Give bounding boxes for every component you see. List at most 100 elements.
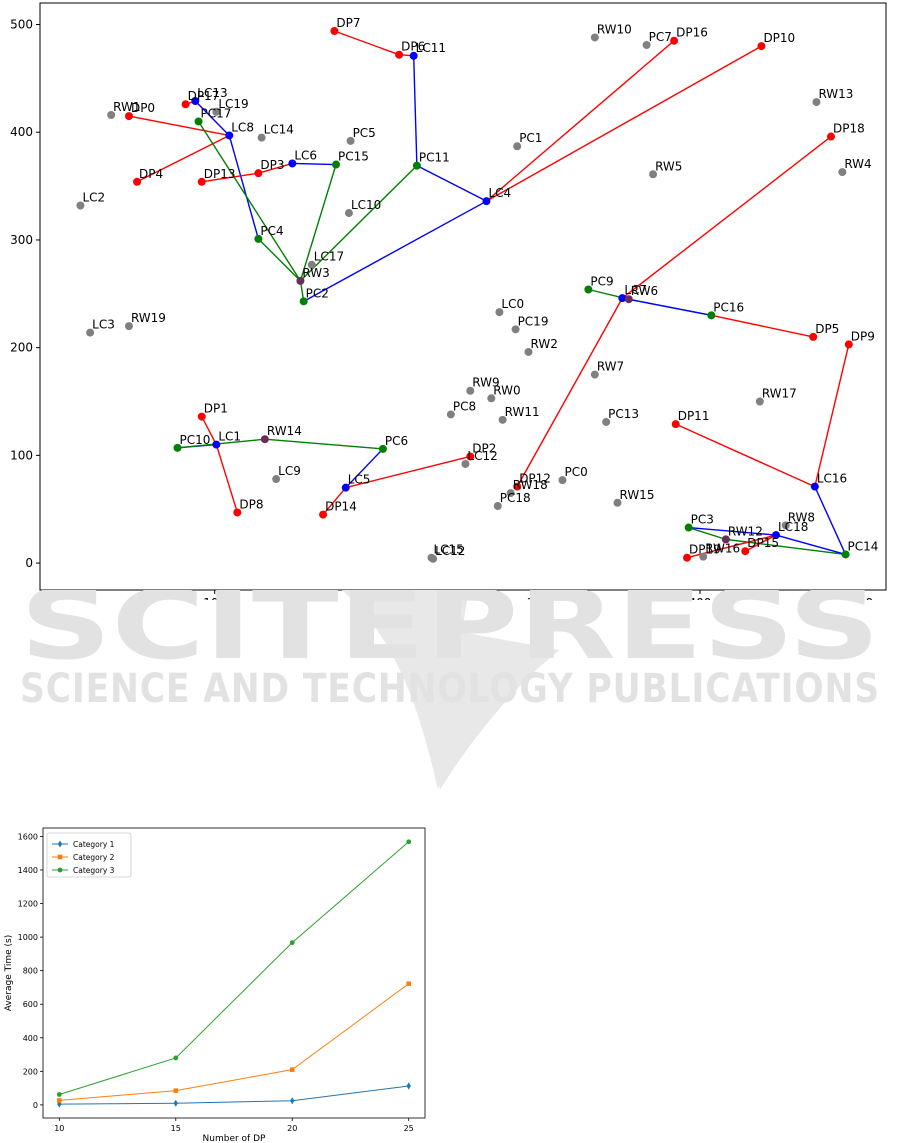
edge-pc3-lc18 [688, 526, 777, 536]
node-label-rw15: RW15 [619, 488, 654, 502]
node-label-pc19: PC19 [518, 314, 549, 328]
node-rw10 [590, 33, 599, 42]
data-point [57, 1100, 62, 1108]
data-point [56, 1092, 62, 1097]
node-pc3 [684, 523, 693, 532]
data-point [173, 1055, 179, 1061]
node-label-rw4: RW4 [844, 157, 871, 171]
watermark-subtitle: SCIENCE AND TECHNOLOGY PUBLICATIONS [20, 666, 880, 712]
node-pc10 [173, 443, 182, 452]
node-lc12 [429, 554, 438, 563]
legend-marker [57, 854, 63, 860]
node-label-lc14: LC14 [264, 123, 294, 137]
node-label-pc3: PC3 [691, 513, 714, 527]
watermark-swoosh-inner [430, 630, 560, 790]
node-label-lc12: LC12 [467, 449, 497, 463]
y-tick-label: 1200 [18, 900, 38, 909]
x-tick-label: 20 [287, 1124, 297, 1133]
node-pc14 [841, 550, 850, 559]
node-label-dp5: DP5 [815, 322, 839, 336]
legend: Category 1 Category 2 Category 3 [46, 832, 132, 878]
data-point [57, 1098, 62, 1103]
x-tick-label: 400 [689, 596, 712, 600]
edge-pc15-rw3 [299, 164, 337, 282]
node-label-lc6: LC6 [294, 148, 317, 162]
node-lc1 [212, 440, 221, 449]
edge-lc4-dp10 [486, 45, 762, 202]
node-dp13 [197, 177, 206, 186]
node-label-dp15: DP15 [747, 536, 779, 550]
node-label-lc12: LC12 [435, 544, 465, 558]
series-line-1 [59, 1085, 409, 1105]
edge-pc17-rw3 [197, 121, 302, 282]
node-pc0 [558, 476, 567, 485]
node-pc11 [412, 161, 421, 170]
node-label-pc13: PC13 [608, 407, 639, 421]
x-tick-label: 0 [49, 596, 57, 600]
node-dp5 [809, 332, 818, 341]
data-point [173, 1099, 178, 1107]
edge-lc7-dp12 [516, 297, 623, 487]
node-label-rw10: RW10 [597, 22, 632, 36]
data-point [406, 1082, 411, 1090]
node-rw6 [624, 295, 633, 304]
node-rw2 [524, 347, 533, 356]
edge-dp9-lc16 [814, 344, 850, 487]
node-label-pc1: PC1 [519, 131, 542, 145]
legend-marker [57, 867, 63, 873]
node-rw4 [838, 168, 847, 177]
edge-lc7-pc16 [622, 297, 712, 317]
node-label-pc7: PC7 [649, 30, 672, 44]
legend-label: Category 1 [73, 840, 115, 849]
x-tick-label: 10 [54, 1124, 64, 1133]
node-dp18 [827, 132, 836, 141]
edge-lc6-pc15 [292, 162, 337, 166]
node-dp3 [254, 169, 263, 178]
node-lc10 [344, 209, 353, 218]
node-label-pc18: PC18 [500, 491, 531, 505]
node-rw18 [506, 489, 515, 498]
node-label-dp11: DP11 [678, 409, 710, 423]
node-label-lc0: LC0 [501, 297, 524, 311]
node-lc3 [86, 328, 95, 337]
node-lc19 [212, 107, 221, 116]
scitepress-watermark: SCITEPRESS SCIENCE AND TECHNOLOGY PUBLIC… [20, 590, 880, 790]
x-tick-label: 300 [527, 596, 550, 600]
edge-lc18-dp15 [744, 534, 777, 552]
edge-pc10-rw14 [177, 438, 265, 449]
node-label-lc3: LC3 [92, 318, 115, 332]
node-rw7 [590, 370, 599, 379]
node-rw1 [107, 111, 116, 120]
node-label-rw5: RW5 [655, 159, 682, 173]
data-point [406, 981, 411, 987]
edge-dp3-lc6 [258, 162, 293, 174]
node-label-rw11: RW11 [505, 405, 540, 419]
edge-lc7-dp18 [621, 136, 832, 299]
data-point [289, 940, 295, 946]
edge-pc11-lc4 [416, 165, 487, 202]
node-label-dp16: DP16 [676, 26, 708, 40]
node-label-lc5: LC5 [348, 473, 371, 487]
node-label-dp9: DP9 [851, 329, 875, 343]
edge-lc1-dp8 [215, 444, 239, 513]
y-axis-label: Average Time (s) [4, 935, 14, 1011]
node-pc7 [642, 41, 651, 50]
node-pc5 [346, 136, 355, 145]
legend-label: Category 3 [73, 866, 115, 875]
node-label-pc4: PC4 [260, 224, 283, 238]
node-label-pc9: PC9 [590, 274, 613, 288]
plot-frame [39, 2, 887, 591]
node-rw8 [781, 521, 790, 530]
edge-lc16-pc14 [814, 486, 847, 555]
x-tick-label: 100 [203, 596, 226, 600]
y-tick-label: 200 [10, 341, 33, 355]
y-tick-label: 1600 [18, 832, 38, 841]
y-tick-label: 800 [23, 967, 38, 976]
y-tick-label: 1000 [18, 933, 38, 942]
node-pc6 [378, 444, 387, 453]
y-tick-label: 0 [33, 1101, 38, 1110]
node-rw14 [260, 435, 269, 444]
node-pc18 [493, 501, 502, 510]
node-dp14 [319, 510, 328, 519]
data-point [406, 839, 412, 845]
